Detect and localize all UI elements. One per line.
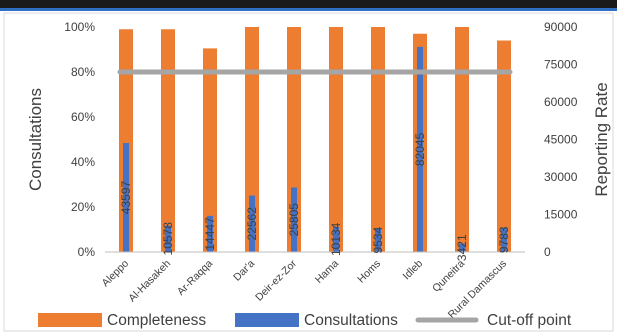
chart-border [3,12,614,332]
y-right-tick-label: 75000 [544,58,578,72]
completeness-bar-deir-ez-zor [287,27,301,252]
y-left-axis-title: Consultations [26,88,45,191]
legend-label-completeness: Completeness [107,312,206,329]
consultations-data-label-al-hasakeh: 10578 [161,222,175,256]
y-right-tick-label: 15000 [544,208,578,222]
consultations-bar-homs [375,228,381,252]
y-left-tick-label: 20% [71,200,95,214]
consultations-bar-idleb [417,46,423,253]
completeness-bar-dar-a [245,27,259,252]
legend-label-cut-off-point: Cut-off point [487,312,572,329]
y-left-tick-label: 40% [71,155,95,169]
consultations-data-label-homs: 9534 [371,226,385,253]
completeness-bar-rural-damascus [497,40,511,252]
legend-swatch-consultations [235,313,299,327]
y-right-tick-label: 60000 [544,95,578,109]
consultations-data-label-hama: 10134 [329,222,343,256]
consultations-bar-ar-raqqa [207,215,213,252]
y-left-tick-label: 80% [71,65,95,79]
y-right-axis-title: Reporting Rate [592,82,611,196]
consultations-bar-al-hasakeh [165,225,171,252]
consultations-data-label-ar-raqqa: 14447 [203,217,217,251]
consultations-bar-dar-a [249,195,255,252]
y-right-tick-label: 30000 [544,170,578,184]
consultations-data-label-aleppo: 43597 [119,180,133,214]
completeness-bar-aleppo [119,29,133,252]
completeness-bar-hama [329,27,343,252]
top-banner [0,0,617,8]
legend-swatch-completeness [38,313,102,327]
consultations-bar-aleppo [123,143,129,252]
consultations-data-label-deir-ez-zor: 25805 [287,203,301,237]
y-right-tick-label: 0 [544,245,551,259]
completeness-bar-ar-raqqa [203,48,217,252]
consultations-bar-deir-ez-zor [291,187,297,252]
y-left-tick-label: 0% [78,245,96,259]
completeness-bar-homs [371,27,385,252]
consultations-data-label-idleb: 82045 [413,132,427,166]
consultations-bar-quneitra [459,243,465,252]
consultations-bar-rural-damascus [501,227,507,252]
completeness-bar-al-hasakeh [161,29,175,252]
y-right-tick-label: 45000 [544,133,578,147]
y-left-tick-label: 60% [71,110,95,124]
y-left-tick-label: 100% [64,20,95,34]
completeness-bar-quneitra [455,27,469,252]
top-accent-stripe [0,8,617,11]
consultations-data-label-dar-a: 22562 [245,207,259,241]
legend-label-consultations: Consultations [304,312,398,329]
consultations-data-label-quneitra: 3421 [455,234,469,261]
consultations-bar-hama [333,226,339,252]
y-right-tick-label: 90000 [544,20,578,34]
consultations-data-label-rural-damascus: 9783 [497,226,511,253]
